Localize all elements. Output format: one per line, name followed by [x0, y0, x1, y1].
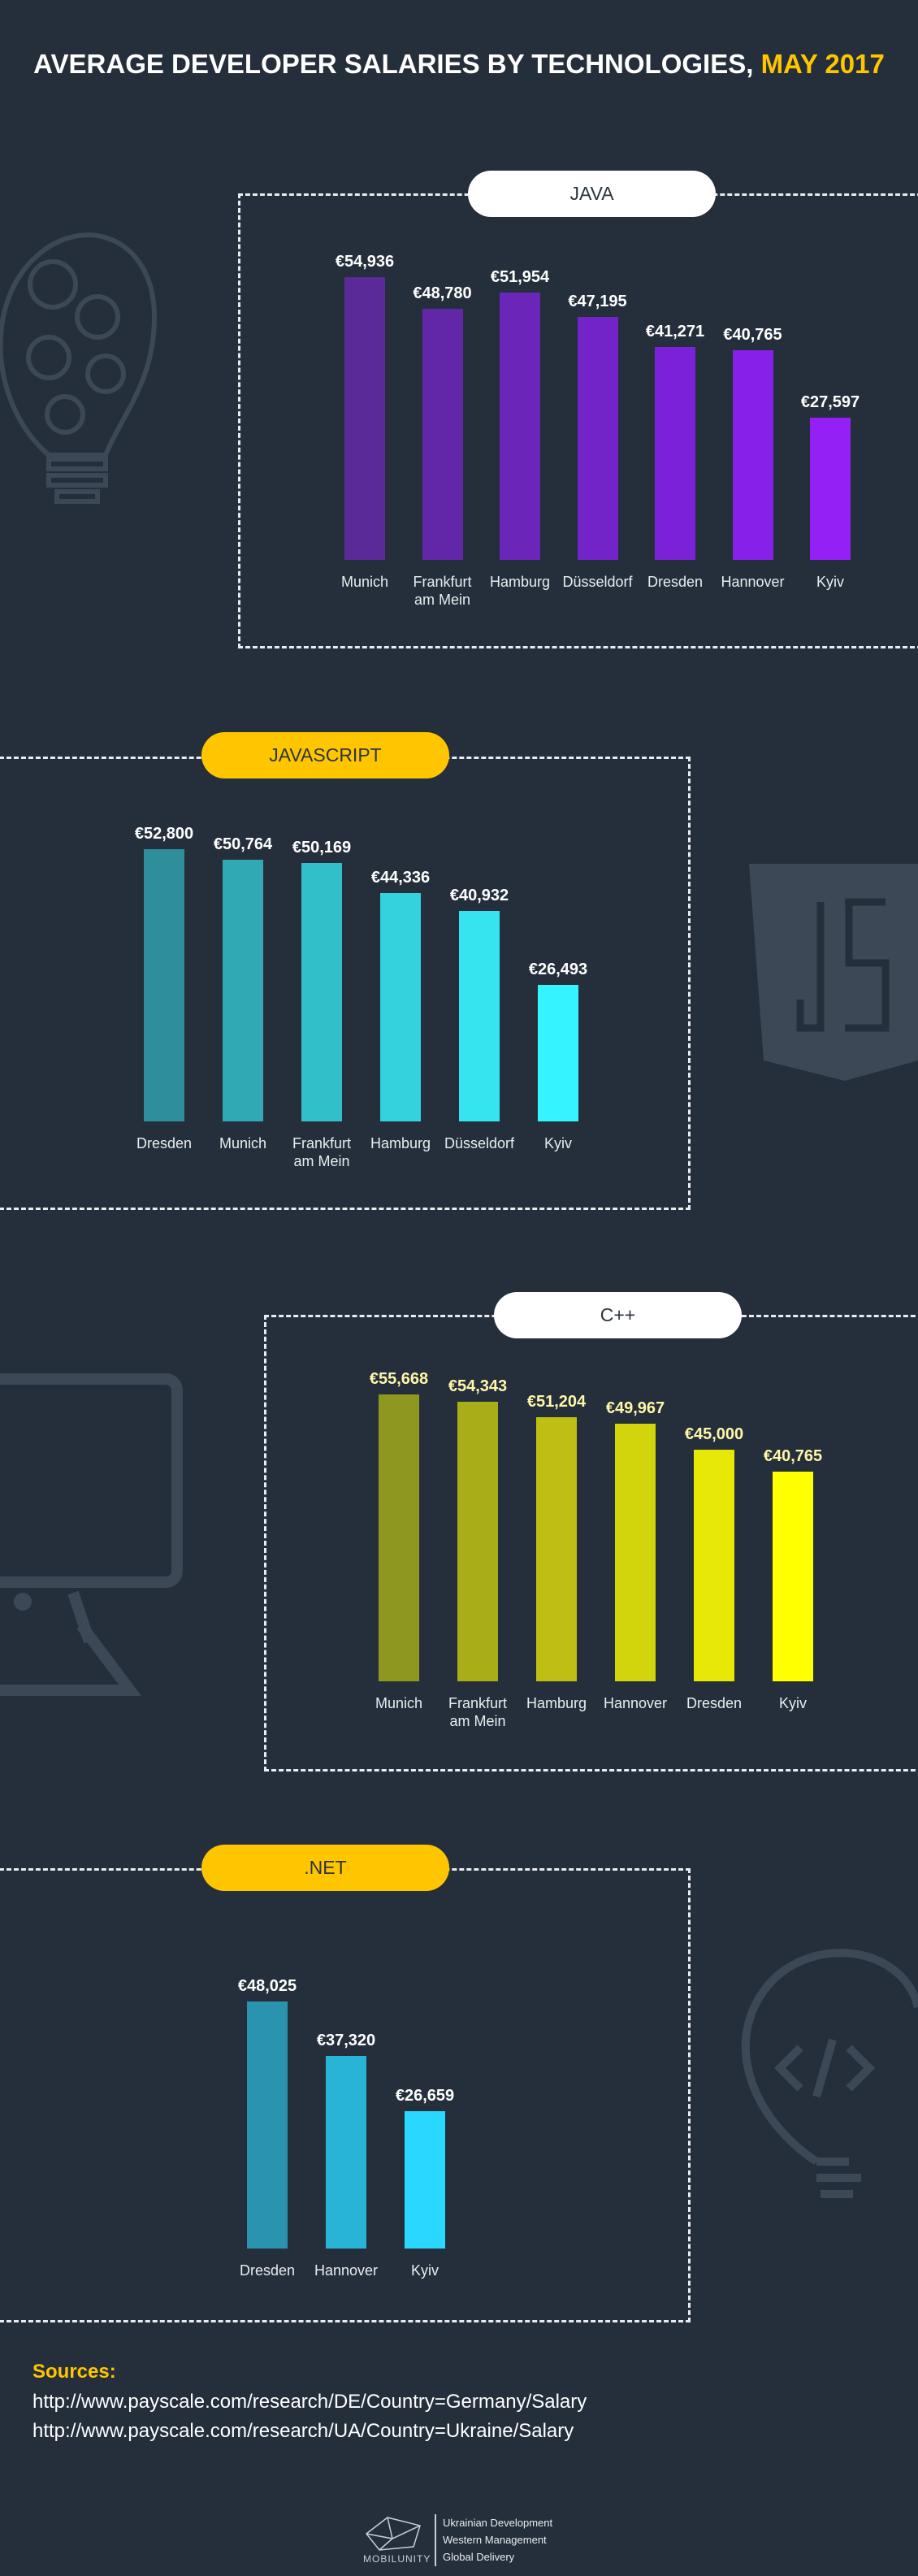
category-label: Kyiv [410, 2262, 439, 2279]
bar [459, 910, 500, 1121]
value-label: €51,204 [526, 1393, 587, 1412]
bar [144, 849, 184, 1121]
bulb-icon [0, 232, 158, 504]
code-bulb-icon [741, 1949, 918, 2198]
bar [500, 292, 540, 560]
value-label: €26,493 [528, 961, 588, 979]
category-label: Munich [375, 1695, 423, 1711]
value-label: €45,000 [684, 1425, 744, 1443]
category-label: Düsseldorf [444, 1135, 515, 1151]
chart-title: .NET [201, 1845, 449, 1891]
category-label: Munich [340, 574, 389, 590]
value-label: €27,597 [800, 393, 860, 412]
bar [247, 2001, 288, 2249]
source-link[interactable]: http://www.payscale.com/research/UA/Coun… [32, 2420, 574, 2442]
bar [694, 1449, 734, 1681]
category-label: Düsseldorf [562, 574, 633, 590]
value-label: €41,271 [645, 323, 705, 341]
bar [773, 1471, 813, 1681]
category-label: Kyiv [543, 1135, 572, 1151]
value-label: €47,195 [568, 292, 627, 310]
category-label: Hannover [314, 2262, 379, 2279]
category-label: Dresden [647, 574, 704, 590]
value-label: €40,765 [763, 1446, 823, 1465]
category-label: Hannover [603, 1695, 668, 1711]
value-label: €54,936 [335, 252, 395, 271]
value-label: €44,336 [370, 868, 431, 887]
bar [223, 860, 263, 1121]
category-label: Dresden [686, 1695, 743, 1711]
bar [344, 276, 385, 560]
value-label: €26,659 [395, 2087, 455, 2105]
bar [615, 1424, 656, 1681]
bar [536, 1417, 577, 1681]
bar [538, 985, 578, 1121]
bar [422, 308, 463, 560]
category-label: Hamburg [526, 1695, 587, 1711]
divider [435, 2514, 436, 2566]
bar [379, 1394, 419, 1681]
value-label: €40,765 [723, 325, 782, 344]
tagline-line: Western Management [443, 2534, 547, 2546]
category-label: Kyiv [816, 574, 844, 590]
bar [301, 862, 342, 1121]
value-label: €37,320 [316, 2032, 376, 2050]
bar [380, 892, 421, 1121]
page-title: AVERAGE DEVELOPER SALARIES BY TECHNOLOGI… [0, 49, 918, 80]
category-label: Hannover [721, 574, 785, 590]
category-label: Dresden [239, 2262, 296, 2279]
value-label: €40,932 [449, 886, 509, 904]
value-label: €55,668 [369, 1370, 429, 1389]
bar [577, 316, 618, 560]
category-label: Frankfurt am Mein [292, 1135, 352, 1169]
value-label: €52,800 [134, 825, 194, 843]
bar [326, 2056, 366, 2249]
source-link[interactable]: http://www.payscale.com/research/DE/Coun… [32, 2391, 587, 2413]
value-label: €51,954 [490, 267, 550, 286]
chart-title: C++ [494, 1292, 742, 1338]
value-label: €49,967 [605, 1399, 665, 1418]
category-label: Frankfurt am Mein [448, 1695, 508, 1729]
bar [732, 349, 773, 560]
logo-icon [365, 2517, 421, 2551]
chart-title: JAVASCRIPT [201, 732, 449, 778]
value-label: €54,343 [448, 1377, 508, 1395]
category-label: Munich [219, 1135, 267, 1151]
value-label: €48,780 [413, 284, 472, 302]
value-label: €50,764 [213, 835, 273, 854]
bar [655, 347, 695, 560]
category-label: Frankfurt am Mein [413, 574, 472, 608]
title-text: AVERAGE DEVELOPER SALARIES BY TECHNOLOGI… [33, 49, 761, 79]
category-label: Hamburg [489, 574, 551, 590]
category-label: Kyiv [778, 1695, 807, 1711]
value-label: €50,169 [292, 838, 352, 856]
title-highlight: MAY 2017 [760, 49, 885, 79]
bar [405, 2111, 445, 2249]
tagline-line: Global Delivery [443, 2551, 515, 2563]
monitor-icon [0, 1373, 183, 1696]
tagline-line: Ukrainian Development [443, 2517, 553, 2529]
value-label: €48,025 [237, 1976, 297, 1995]
category-label: Dresden [136, 1135, 193, 1151]
js-icon [749, 864, 918, 1081]
bar [457, 1401, 498, 1681]
bar [810, 418, 851, 560]
tagline: Ukrainian Development Western Management… [443, 2514, 552, 2565]
sources-heading: Sources: [32, 2361, 116, 2383]
brand: MOBILUNITY [363, 2553, 431, 2565]
chart-title: JAVA [468, 171, 716, 217]
category-label: Hamburg [370, 1135, 431, 1151]
